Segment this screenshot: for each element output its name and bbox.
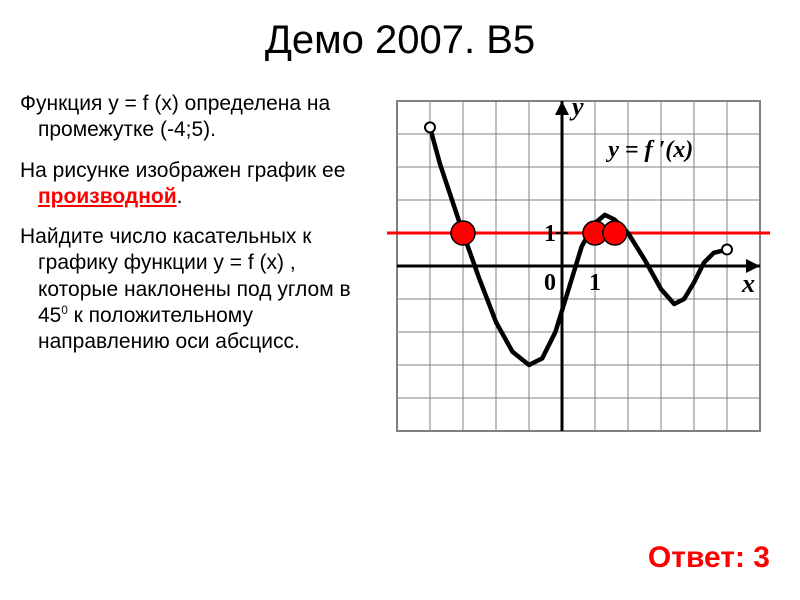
slide-title: Демо 2007. В5 bbox=[0, 0, 800, 71]
svg-text:1: 1 bbox=[589, 270, 601, 296]
svg-text:0: 0 bbox=[544, 270, 556, 296]
p3-b: к положительному направлению оси абсцисс… bbox=[38, 304, 300, 353]
p2-b: . bbox=[177, 185, 183, 208]
derivative-chart: y x 0 1 1 y = f ′(x) bbox=[377, 81, 780, 451]
answer-text: Ответ: 3 bbox=[648, 541, 770, 575]
paragraph-2: На рисунке изображен график ее производн… bbox=[20, 158, 367, 211]
paragraph-3: Найдите число касательных к графику функ… bbox=[20, 224, 367, 355]
chart-area: y x 0 1 1 y = f ′(x) bbox=[377, 71, 780, 451]
svg-text:x: x bbox=[741, 269, 755, 298]
svg-text:y = f ′(x): y = f ′(x) bbox=[605, 137, 693, 163]
p1-a: Функция bbox=[20, 92, 108, 115]
paragraph-1: Функция y = f (x) определена на промежут… bbox=[20, 91, 367, 144]
svg-text:1: 1 bbox=[544, 221, 556, 247]
svg-text:y: y bbox=[569, 92, 584, 121]
p2-highlight: производной bbox=[38, 185, 177, 208]
p1-b: y = f (x) bbox=[108, 92, 179, 115]
content-row: Функция y = f (x) определена на промежут… bbox=[0, 71, 800, 451]
p2-a: На рисунке изображен график ее bbox=[20, 159, 345, 182]
problem-text: Функция y = f (x) определена на промежут… bbox=[20, 71, 377, 451]
